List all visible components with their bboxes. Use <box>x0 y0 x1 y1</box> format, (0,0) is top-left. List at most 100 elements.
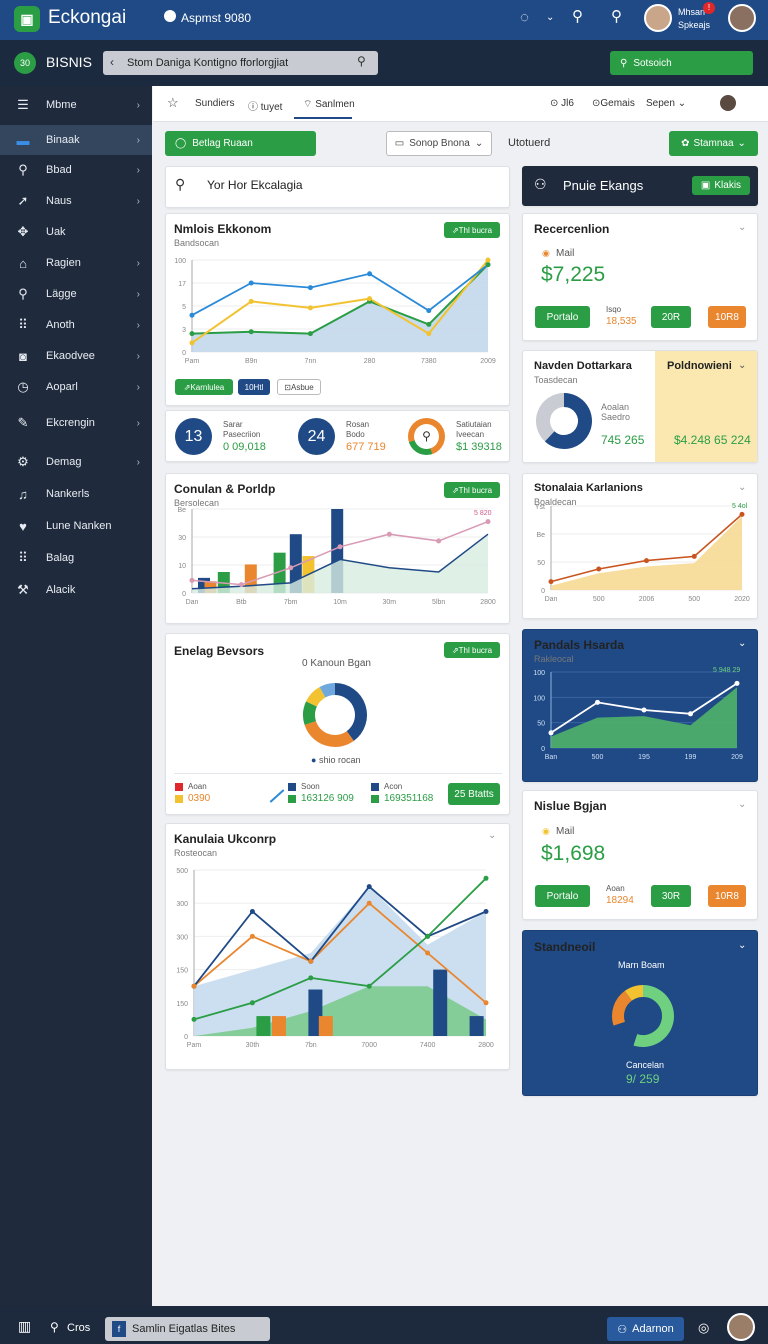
bar <box>272 1016 286 1036</box>
sidebar-item-15[interactable]: ⚒ Alacik <box>0 575 152 605</box>
klakis-button[interactable]: ▣ Klakis <box>692 176 750 195</box>
star-icon[interactable]: ☆ <box>167 95 179 110</box>
avatar-2[interactable] <box>728 4 756 32</box>
grid-icon: ⠿ <box>18 550 28 565</box>
adarnon-label: Adarnon <box>632 1323 674 1335</box>
data-point <box>367 271 373 277</box>
search-icon: ⚲ <box>620 57 628 69</box>
dist-subtitle: Toasdecan <box>534 375 578 385</box>
avatar-small[interactable] <box>720 95 736 111</box>
10htl-button[interactable]: 10Htl <box>238 379 270 395</box>
sidebar-item-1[interactable]: ▬ Binaak › <box>0 125 152 155</box>
back-icon[interactable]: ‹ <box>110 55 114 69</box>
chevron-down-icon[interactable]: ⌄ <box>738 940 747 951</box>
sidebar-item-label: Balag <box>46 552 75 564</box>
data-point <box>386 531 392 537</box>
series-area <box>551 516 742 590</box>
sidebar-item-13[interactable]: ♥ Lune Nanken <box>0 511 152 541</box>
user-role: Spkeajs <box>678 20 711 30</box>
search-icon[interactable]: ⚲ <box>357 54 366 68</box>
search-card[interactable] <box>165 166 510 208</box>
tab-sanlmen[interactable]: ⌔ Sanlmen <box>303 99 355 110</box>
stat-circle-1: 24 <box>298 418 335 455</box>
10r8-button[interactable]: 10R8 <box>708 306 746 328</box>
avatar-bottom[interactable] <box>727 1313 755 1341</box>
sidebar-item-9[interactable]: ◷ Aoparl › <box>0 372 152 402</box>
stamnaa-button[interactable]: ✿ Stamnaa ⌄ <box>669 131 758 156</box>
bar <box>433 969 448 1036</box>
breadcrumb-search[interactable] <box>103 51 378 75</box>
tab-gemais[interactable]: ⊙Gemais <box>592 98 635 109</box>
search-icon[interactable]: ⚲ <box>50 1320 59 1334</box>
chart2-badge[interactable]: ⇗ Thl bucra <box>444 482 500 498</box>
standard-card <box>522 930 758 1096</box>
data-point <box>641 707 647 713</box>
chart-bars-icon[interactable]: ▥ <box>18 1318 32 1334</box>
tab-jl6-label: Jl6 <box>561 98 574 109</box>
bottom-chip[interactable] <box>105 1317 270 1341</box>
chevron-down-icon[interactable]: ⌄ <box>738 482 747 493</box>
sidebar-item-2[interactable]: ⚲ Bbad › <box>0 155 152 185</box>
betlag-ruaan-button[interactable]: ◯ Betlag Ruaan <box>165 131 316 156</box>
x-tick-label: Dan <box>545 596 558 603</box>
top-label[interactable]: Aspmst 9080 <box>181 11 252 25</box>
legend-swatch <box>175 795 183 803</box>
data-point <box>249 933 255 939</box>
pin-icon[interactable]: ⚲ <box>611 8 622 25</box>
sonop-select[interactable]: ▭ Sonop Bnona ⌄ <box>386 131 492 156</box>
chevron-down-icon[interactable]: ⌄ <box>738 360 747 371</box>
sidebar-item-4[interactable]: ✥ Uak <box>0 217 152 247</box>
stat-val-2: $1 39318 <box>456 441 502 453</box>
tag-icon <box>164 10 176 22</box>
btatts-button[interactable]: 25 Btatts <box>448 783 500 805</box>
donut-badge[interactable]: ⇗ Thl bucra <box>444 642 500 658</box>
adarnon-button[interactable]: ⚇ Adarnon <box>607 1317 684 1341</box>
tab-sundiers[interactable]: Sundiers <box>195 98 235 109</box>
chevron-down-icon[interactable]: ⌄ <box>738 638 747 649</box>
sidebar-item-6[interactable]: ⚲ Lägge › <box>0 279 152 309</box>
location-icon[interactable]: ⚲ <box>572 8 583 25</box>
legend-swatch <box>288 795 296 803</box>
20r-button[interactable]: 20R <box>651 306 691 328</box>
standard-top: Marn Boam <box>618 960 665 970</box>
sidebar-item-label: Anoth <box>46 319 75 331</box>
chart1-badge[interactable]: ⇗ Thl bucra <box>444 222 500 238</box>
sidebar-item-11[interactable]: ⚙ Demag › <box>0 447 152 477</box>
sidebar-item-5[interactable]: ⌂ Ragien › <box>0 248 152 278</box>
chat-icon[interactable]: ◌ <box>520 9 529 26</box>
chevron-down-icon[interactable]: ⌄ <box>546 12 555 23</box>
tab-sepen[interactable]: Sepen ⌄ <box>646 98 687 109</box>
data-point <box>367 296 373 302</box>
move-icon: ✥ <box>17 224 29 239</box>
sidebar-item-10[interactable]: ✎ Ekcrengin › <box>0 408 152 438</box>
bottom-left-label[interactable]: Cros <box>67 1322 91 1334</box>
sidebar-item-label: Ekcrengin <box>46 417 95 429</box>
asbue-button[interactable]: ⊡ Asbue <box>277 379 321 395</box>
tab-tuyet[interactable]: ⓘ tuyet <box>248 102 283 113</box>
10r8-button-2[interactable]: 10R8 <box>708 885 746 907</box>
recent1-mid-top: Isqo <box>606 305 622 314</box>
chevron-down-icon[interactable]: ⌄ <box>738 222 747 233</box>
30r-button[interactable]: 30R <box>651 885 691 907</box>
sidebar-item-7[interactable]: ⠿ Anoth › <box>0 310 152 340</box>
sidebar-item-8[interactable]: ◙ Ekaodvee › <box>0 341 152 371</box>
sidebar-item-12[interactable]: ♫ Nankerls <box>0 479 152 509</box>
sidebar-item-14[interactable]: ⠿ Balag <box>0 543 152 573</box>
chevron-down-icon[interactable]: ⌄ <box>738 799 747 810</box>
chevron-down-icon[interactable]: ⌄ <box>488 830 497 841</box>
tab-jl6[interactable]: ⊙ Jl6 <box>550 98 574 109</box>
portalo-button[interactable]: Portalo <box>535 306 590 328</box>
karnlulea-button[interactable]: ⇗ Karnlulea <box>175 379 233 395</box>
sidebar-item-3[interactable]: ➚ Naus › <box>0 186 152 216</box>
sidebar-item-0[interactable]: ☰ Mbme › <box>0 90 152 120</box>
portalo-button-2[interactable]: Portalo <box>535 885 590 907</box>
bar <box>256 1016 271 1036</box>
sotsoich-button[interactable]: ⚲ Sotsoich <box>610 51 753 75</box>
dist-l1: Aoalan <box>601 402 630 412</box>
stat-l1-1: Rosan <box>346 420 370 429</box>
data-point <box>191 1016 197 1022</box>
avatar[interactable] <box>644 4 672 32</box>
data-point <box>308 958 314 964</box>
recent2-value: $1,698 <box>541 842 606 865</box>
settings-icon[interactable]: ◎ <box>698 1320 710 1335</box>
